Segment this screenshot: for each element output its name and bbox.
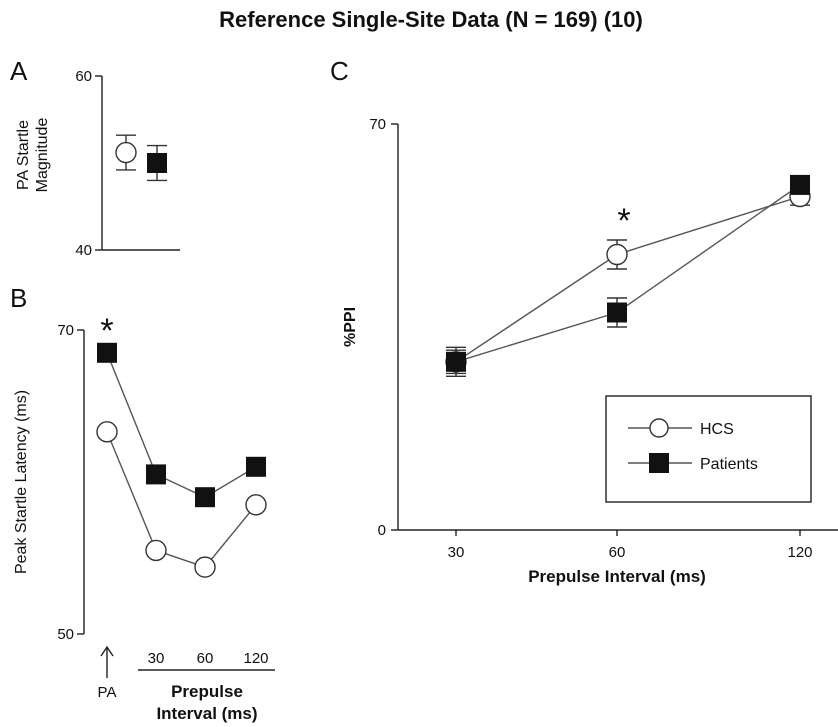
legend-hcs-label: HCS xyxy=(700,421,734,438)
panel-c-xtick-30: 30 xyxy=(448,544,465,561)
panel-c-ytick-top: 70 xyxy=(369,116,386,133)
panel-b-xtick-60: 60 xyxy=(197,650,214,667)
legend-patients-marker xyxy=(649,453,669,473)
figure-title: Reference Single-Site Data (N = 169) (10… xyxy=(219,7,643,32)
panel-a-point-hcs xyxy=(115,141,137,164)
panel-b-significance-star: * xyxy=(100,312,113,350)
panel-c-significance-star: * xyxy=(617,202,630,240)
panel-c-point-patients-60 xyxy=(607,302,627,323)
panel-c-ylabel: %PPI xyxy=(342,307,359,347)
panel-c-point-hcs-60 xyxy=(606,243,628,266)
panel-b-point-hcs-60 xyxy=(194,556,216,578)
panel-b-point-patients-60 xyxy=(195,487,215,508)
panel-b-ytick-top: 70 xyxy=(57,322,74,339)
panel-c-ytick-bottom: 0 xyxy=(378,522,386,539)
panel-b-line-patients xyxy=(106,352,257,498)
panel-a-ytick-bottom: 40 xyxy=(75,242,92,259)
panel-c-point-patients-120 xyxy=(790,174,810,195)
panel-c-xlabel: Prepulse Interval (ms) xyxy=(528,567,706,586)
panel-a-point-patients xyxy=(147,153,167,173)
panel-b-ytick-bottom: 50 xyxy=(57,626,74,643)
panel-c-letter: C xyxy=(330,56,349,86)
panel-b-point-patients-30 xyxy=(146,464,166,485)
pa-arrow-head xyxy=(100,645,114,657)
panel-b-xtick-120: 120 xyxy=(243,650,268,667)
panel-a-ylabel-line2: Magnitude xyxy=(34,118,51,193)
panel-b-point-hcs-30 xyxy=(145,539,167,562)
panel-b-pa-label: PA xyxy=(98,684,117,701)
panel-b-letter: B xyxy=(10,283,27,313)
panel-b-ylabel: Peak Startle Latency (ms) xyxy=(13,390,30,574)
panel-c: C %PPI 70 0 30 60 120 Prepulse Interval … xyxy=(330,56,838,586)
panel-b-xlabel-line2: Interval (ms) xyxy=(156,704,257,723)
panel-c-xtick-120: 120 xyxy=(787,544,812,561)
panel-b-point-patients-120 xyxy=(246,456,266,477)
panel-b-line-hcs xyxy=(106,431,257,568)
panel-a-letter: A xyxy=(10,56,28,86)
panel-c-point-patients-30 xyxy=(446,351,466,372)
panel-c-xtick-60: 60 xyxy=(609,544,626,561)
panel-a: A PA Startle Magnitude 60 40 xyxy=(10,56,180,259)
panel-b-point-hcs-pa xyxy=(96,421,118,443)
panel-b-xtick-30: 30 xyxy=(148,650,165,667)
panel-b-point-patients-pa xyxy=(97,342,117,363)
panel-b-point-hcs-120 xyxy=(245,494,267,516)
legend-box xyxy=(605,395,812,503)
panel-b: B Peak Startle Latency (ms) 70 50 * PA 3… xyxy=(10,283,275,723)
panel-a-ylabel-line1: PA Startle xyxy=(15,120,32,190)
legend-hcs-marker xyxy=(649,418,669,438)
legend: HCS Patients xyxy=(605,395,812,503)
legend-patients-label: Patients xyxy=(700,456,758,473)
panel-a-ytick-top: 60 xyxy=(75,68,92,85)
panel-b-xlabel-line1: Prepulse xyxy=(171,682,243,701)
